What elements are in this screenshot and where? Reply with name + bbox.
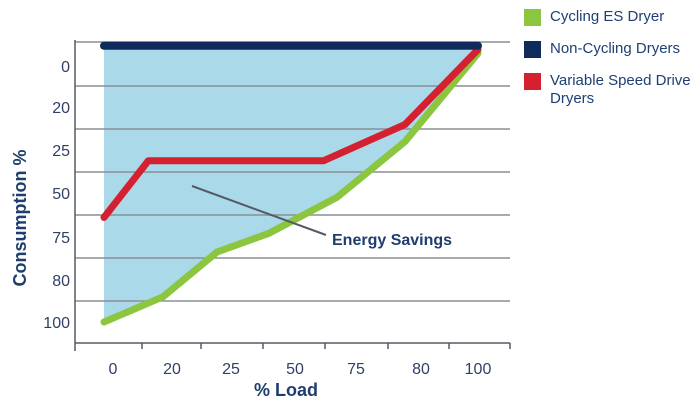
legend-label-non-cycling: Non-Cycling Dryers [550, 40, 681, 57]
x-tick-label-0: 0 [109, 361, 118, 378]
x-tick-label-5: 80 [412, 361, 430, 378]
y-tick-label-6: 100 [43, 315, 70, 332]
x-tick-label-6: 100 [465, 361, 492, 378]
y-tick-label-3: 50 [52, 186, 70, 203]
y-axis-title: Consumption % [10, 150, 30, 287]
y-tick-label-4: 75 [52, 230, 70, 247]
legend-swatch-non-cycling [524, 41, 541, 58]
y-tick-label-2: 25 [52, 143, 70, 160]
x-axis-title: % Load [254, 380, 318, 400]
series-line-vsd [100, 46, 482, 221]
x-tick-label-2: 25 [222, 361, 240, 378]
legend-item-vsd: Variable Speed Drive Dryers [524, 72, 700, 108]
legend-swatch-cycling [524, 9, 541, 26]
y-tick-label-1: 20 [52, 100, 70, 117]
x-tick-label-1: 20 [163, 361, 181, 378]
x-tick-label-3: 50 [286, 361, 304, 378]
legend-label-vsd: Variable Speed Drive Dryers [550, 72, 691, 107]
legend-item-non-cycling: Non-Cycling Dryers [524, 40, 700, 58]
energy-savings-area [104, 45, 478, 322]
annotation-energy-savings: Energy Savings [332, 232, 452, 249]
annotation-leader-line [191, 185, 327, 236]
series-line-cycling [100, 49, 482, 326]
y-tick-label-0: 0 [61, 59, 70, 76]
x-tick-label-4: 75 [347, 361, 365, 378]
legend-label-cycling: Cycling ES Dryer [550, 8, 665, 25]
y-tick-label-5: 80 [52, 273, 70, 290]
legend-swatch-vsd [524, 73, 541, 90]
legend-item-cycling: Cycling ES Dryer [524, 8, 700, 26]
legend: Cycling ES Dryer Non-Cycling Dryers Vari… [524, 8, 700, 122]
